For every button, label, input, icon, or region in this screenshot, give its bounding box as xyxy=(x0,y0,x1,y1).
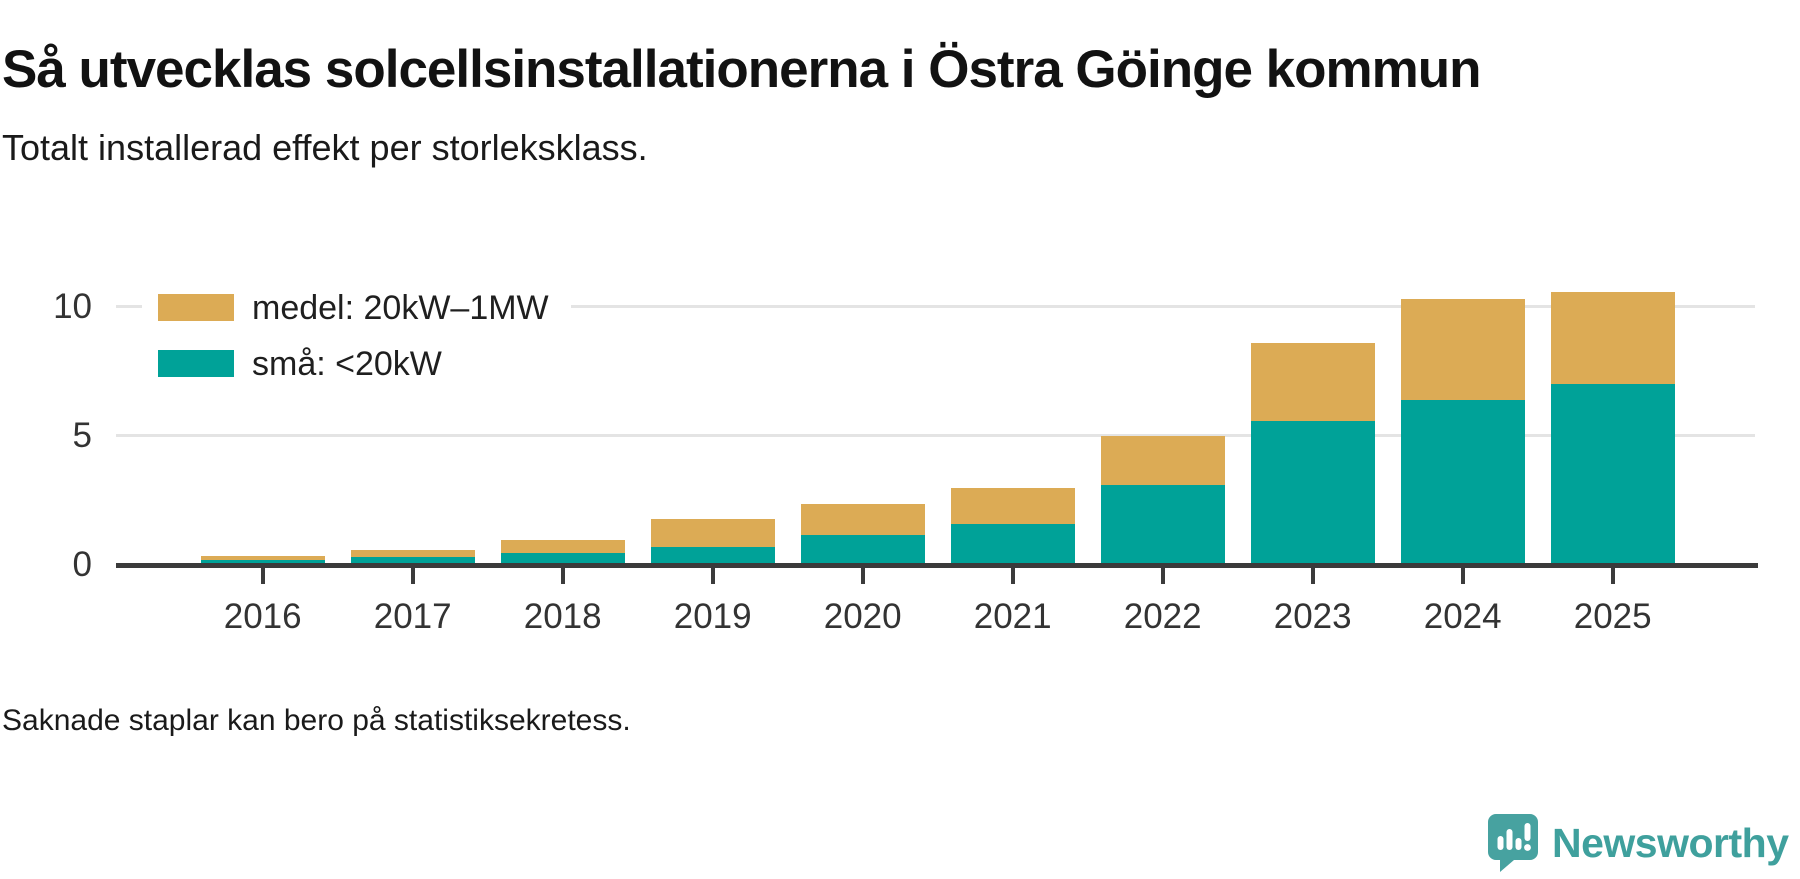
bar-segment-medel-2019 xyxy=(650,519,775,547)
legend-item-medel: medel: 20kW–1MW xyxy=(142,286,571,329)
x-tick-label-2017: 2017 xyxy=(373,597,452,636)
y-tick-label-5: 5 xyxy=(72,415,92,455)
bar-segment-sma-2024 xyxy=(1400,400,1525,565)
bar-segment-sma-2017 xyxy=(350,557,475,565)
legend-swatch-sma xyxy=(158,350,234,377)
bar-segment-medel-2024 xyxy=(1400,299,1525,400)
newsworthy-logo[interactable]: Newsworthy xyxy=(1488,814,1789,872)
x-tick-2025 xyxy=(1610,568,1615,584)
x-tick-2023 xyxy=(1310,568,1315,584)
newsworthy-speech-bubble-chart-icon xyxy=(1488,814,1538,872)
x-tick-label-2021: 2021 xyxy=(973,597,1052,636)
x-tick-2019 xyxy=(710,568,715,584)
x-tick-label-2020: 2020 xyxy=(823,597,902,636)
y-tick-label-10: 10 xyxy=(53,286,92,326)
chart-title: Så utvecklas solcellsinstallationerna i … xyxy=(2,39,1482,99)
legend-label-sma: små: <20kW xyxy=(252,344,442,383)
footnote: Saknade staplar kan bero på statistiksek… xyxy=(2,704,631,737)
bar-segment-medel-2025 xyxy=(1550,292,1675,384)
x-tick-label-2019: 2019 xyxy=(673,597,752,636)
x-tick-2018 xyxy=(560,568,565,584)
x-tick-label-2024: 2024 xyxy=(1423,597,1502,636)
x-tick-2020 xyxy=(860,568,865,584)
bar-segment-sma-2021 xyxy=(950,524,1075,565)
legend-item-sma: små: <20kW xyxy=(142,342,464,385)
x-tick-2017 xyxy=(410,568,415,584)
bar-segment-sma-2020 xyxy=(800,535,925,565)
bar-segment-medel-2023 xyxy=(1250,343,1375,421)
x-tick-label-2022: 2022 xyxy=(1123,597,1202,636)
bar-segment-medel-2020 xyxy=(800,504,925,535)
chart-subtitle: Totalt installerad effekt per storlekskl… xyxy=(2,127,648,168)
newsworthy-logo-text: Newsworthy xyxy=(1552,819,1789,866)
bar-segment-sma-2019 xyxy=(650,547,775,565)
legend-swatch-medel xyxy=(158,294,234,321)
bar-segment-medel-2016 xyxy=(200,556,325,560)
x-tick-label-2023: 2023 xyxy=(1273,597,1352,636)
x-tick-label-2018: 2018 xyxy=(523,597,602,636)
bar-segment-medel-2022 xyxy=(1100,436,1225,485)
x-tick-label-2025: 2025 xyxy=(1573,597,1652,636)
x-tick-2024 xyxy=(1460,568,1465,584)
x-tick-2022 xyxy=(1160,568,1165,584)
bar-segment-medel-2017 xyxy=(350,550,475,557)
bar-segment-sma-2025 xyxy=(1550,384,1675,565)
gridline-5 xyxy=(116,434,1755,437)
x-axis-baseline xyxy=(116,563,1758,568)
gridline-10 xyxy=(116,305,1755,308)
bar-segment-sma-2018 xyxy=(500,553,625,565)
x-tick-2021 xyxy=(1010,568,1015,584)
bar-segment-sma-2022 xyxy=(1100,485,1225,565)
legend-label-medel: medel: 20kW–1MW xyxy=(252,288,549,327)
bar-segment-sma-2023 xyxy=(1250,421,1375,565)
bar-segment-medel-2021 xyxy=(950,488,1075,524)
x-tick-label-2016: 2016 xyxy=(223,597,302,636)
bar-segment-medel-2018 xyxy=(500,540,625,553)
bar-segment-sma-2016 xyxy=(200,560,325,565)
x-tick-2016 xyxy=(260,568,265,584)
y-tick-label-0: 0 xyxy=(72,544,92,584)
